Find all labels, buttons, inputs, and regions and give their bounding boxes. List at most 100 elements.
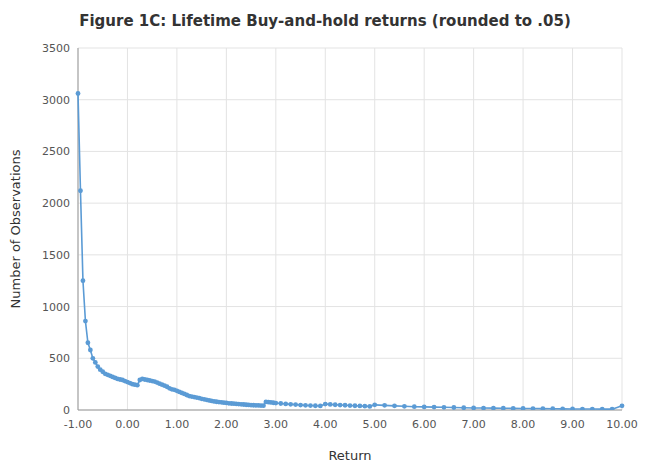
x-tick-label: 4.00 [313, 418, 338, 431]
point [288, 402, 293, 407]
point [362, 404, 367, 409]
plot-area [76, 91, 625, 410]
point [432, 405, 437, 410]
point [481, 406, 486, 410]
point [570, 407, 575, 410]
x-axis-line [78, 410, 622, 411]
point [501, 406, 506, 410]
grid-line-y [78, 151, 622, 152]
x-tick-label: 1.00 [165, 418, 190, 431]
point [83, 319, 88, 324]
point [560, 406, 565, 410]
point [78, 188, 83, 193]
point [412, 404, 417, 409]
point [451, 405, 456, 410]
grid-line-y [78, 410, 622, 411]
point [580, 407, 585, 410]
point [298, 403, 303, 408]
grid-line-y [78, 254, 622, 255]
point [348, 403, 353, 408]
x-tick-label: 8.00 [511, 418, 536, 431]
point [353, 403, 358, 408]
x-tick-label: -1.00 [64, 418, 92, 431]
grid-line-y [78, 99, 622, 100]
grid-line-x [523, 48, 524, 410]
point [278, 401, 283, 406]
point [590, 407, 595, 410]
y-tick-label: 2500 [42, 145, 70, 158]
y-tick-label: 3000 [42, 94, 70, 107]
grid-line-x [424, 48, 425, 410]
title: Figure 1C: Lifetime Buy-and-hold returns… [79, 12, 571, 30]
point [422, 404, 427, 409]
point [531, 406, 536, 410]
point [491, 406, 496, 410]
y-tick-label: 2000 [42, 197, 70, 210]
line [78, 94, 622, 410]
grid-line-x [572, 48, 573, 410]
point [293, 402, 298, 407]
point [283, 401, 288, 406]
point [135, 383, 140, 388]
point [511, 406, 516, 410]
point [76, 91, 81, 96]
grid-line-x [325, 48, 326, 410]
x-tick-label: 0.00 [115, 418, 140, 431]
x-tick-label: 6.00 [412, 418, 437, 431]
grid-line-x [473, 48, 474, 410]
y-axis-label: Number of Observations [8, 149, 23, 308]
grid [78, 48, 622, 410]
point [471, 406, 476, 410]
point [318, 404, 323, 409]
point [273, 401, 278, 406]
grid-line-x [374, 48, 375, 410]
point [313, 403, 318, 408]
point [88, 348, 93, 353]
point [357, 404, 362, 409]
point [328, 402, 333, 407]
point [461, 405, 466, 410]
point [333, 402, 338, 407]
point [303, 403, 308, 408]
y-tick-label: 1500 [42, 249, 70, 262]
x-tick-label: 3.00 [264, 418, 289, 431]
point [402, 404, 407, 409]
point [372, 402, 377, 407]
point [600, 407, 605, 410]
point [338, 403, 343, 408]
point [610, 407, 615, 410]
point [442, 405, 447, 410]
point [367, 404, 372, 409]
grid-line-y [78, 306, 622, 307]
y-tick-label: 1000 [42, 301, 70, 314]
x-tick-label: 10.00 [606, 418, 638, 431]
grid-line-x [622, 48, 623, 410]
point [308, 403, 313, 408]
y-tick-label: 3500 [42, 42, 70, 55]
axes: 0 500 1000 1500 2000 2500 3000 3500 -1.00 0.00 1.0… [42, 42, 638, 431]
x-tick-label: 2.00 [214, 418, 239, 431]
x-tick-label: 9.00 [560, 418, 585, 431]
grid-line-x [127, 48, 128, 410]
x-tick-label: 5.00 [362, 418, 387, 431]
x-axis-label: Return [328, 448, 371, 463]
y-tick-label: 500 [49, 352, 70, 365]
grid-line-y [78, 358, 622, 359]
point [540, 406, 545, 410]
point [343, 403, 348, 408]
grid-line-x [226, 48, 227, 410]
point [90, 356, 95, 361]
point [93, 360, 98, 365]
point [550, 406, 555, 410]
chart: 0 500 1000 1500 2000 2500 3000 3500 -1.00 0.00 1.0… [0, 0, 650, 476]
point [392, 403, 397, 408]
grid-line-x [275, 48, 276, 410]
point [85, 340, 90, 345]
point [323, 402, 328, 407]
point [382, 403, 387, 408]
grid-line-y [78, 203, 622, 204]
grid-line-y [78, 48, 622, 49]
point [620, 403, 625, 408]
y-tick-label: 0 [63, 404, 70, 417]
point [81, 278, 86, 283]
